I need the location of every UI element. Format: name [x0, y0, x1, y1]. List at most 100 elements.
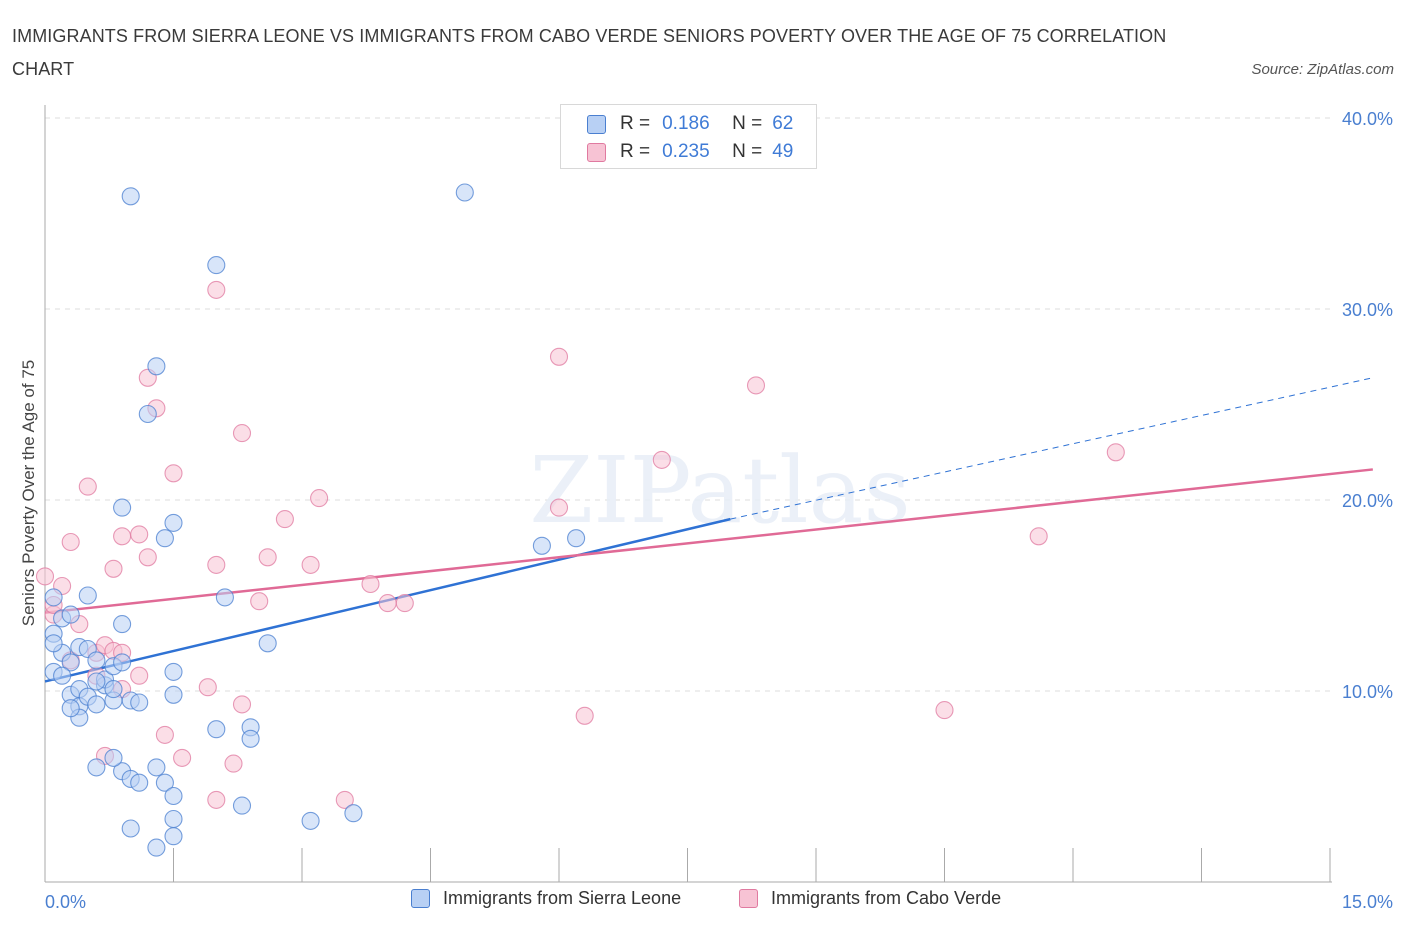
point-sierra-leone	[121, 819, 140, 838]
n-label: N =	[732, 141, 763, 162]
y-axis-label: Seniors Poverty Over the Age of 75	[19, 360, 38, 626]
tick-labels: 10.0% 20.0% 30.0% 40.0% 0.0% 15.0%	[45, 109, 1393, 912]
point-cabo-verde	[310, 489, 329, 508]
point-cabo-verde	[61, 532, 80, 552]
point-cabo-verde	[258, 548, 277, 567]
swatch-blue	[411, 889, 430, 908]
legend-label: Immigrants from Sierra Leone	[443, 888, 682, 908]
point-cabo-verde	[549, 347, 569, 366]
point-cabo-verde	[224, 754, 243, 773]
data-points	[35, 183, 1125, 857]
point-cabo-verde	[935, 701, 954, 720]
point-sierra-leone	[61, 699, 80, 718]
watermark: ZIPatlas	[529, 437, 910, 544]
point-sierra-leone	[147, 838, 166, 857]
point-sierra-leone	[344, 804, 363, 823]
point-sierra-leone	[155, 773, 174, 792]
point-sierra-leone	[301, 811, 320, 830]
point-sierra-leone	[164, 809, 183, 829]
point-sierra-leone	[215, 588, 234, 607]
legend-row-cabo-verde: R = 0.235 N = 49	[587, 139, 793, 165]
y-tick-label: 30.0%	[1342, 300, 1393, 320]
trendline-cabo-verde	[44, 468, 1373, 614]
point-sierra-leone	[78, 586, 97, 605]
point-sierra-leone	[455, 183, 474, 202]
swatch-blue	[587, 114, 606, 134]
point-sierra-leone	[241, 729, 260, 748]
point-sierra-leone	[130, 773, 149, 792]
point-sierra-leone	[113, 653, 132, 672]
point-cabo-verde	[746, 376, 766, 395]
point-cabo-verde	[361, 574, 380, 594]
n-value: 49	[772, 141, 794, 162]
point-sierra-leone	[44, 634, 63, 653]
point-sierra-leone	[138, 404, 157, 424]
legend-item-cabo-verde: Immigrants from Cabo Verde	[739, 888, 1001, 909]
point-sierra-leone	[104, 748, 123, 767]
point-sierra-leone	[87, 672, 106, 691]
point-cabo-verde	[138, 548, 157, 567]
legend-series: Immigrants from Sierra Leone Immigrants …	[0, 888, 1406, 916]
point-cabo-verde	[549, 498, 569, 517]
point-sierra-leone	[130, 693, 149, 712]
point-cabo-verde	[232, 695, 252, 714]
point-sierra-leone	[53, 666, 72, 685]
point-cabo-verde	[173, 748, 192, 767]
n-label: N =	[732, 113, 763, 134]
point-cabo-verde	[130, 666, 149, 685]
point-sierra-leone	[164, 513, 183, 532]
point-cabo-verde	[198, 678, 217, 697]
point-cabo-verde	[275, 510, 294, 529]
point-sierra-leone	[147, 357, 166, 376]
point-cabo-verde	[78, 477, 97, 496]
legend-row-sierra-leone: R = 0.186 N = 62	[587, 111, 793, 137]
point-cabo-verde	[130, 525, 149, 544]
point-sierra-leone	[87, 651, 106, 670]
y-tick-label: 20.0%	[1342, 491, 1393, 511]
y-tick-label: 10.0%	[1342, 682, 1393, 702]
point-sierra-leone	[61, 653, 80, 672]
point-cabo-verde	[232, 424, 252, 443]
r-label: R =	[620, 113, 651, 134]
point-cabo-verde	[104, 559, 123, 578]
point-cabo-verde	[1106, 443, 1125, 462]
point-sierra-leone	[232, 796, 252, 815]
point-sierra-leone	[113, 498, 132, 517]
r-value: 0.235	[662, 141, 710, 162]
point-cabo-verde	[335, 790, 354, 809]
point-sierra-leone	[532, 536, 551, 555]
point-cabo-verde	[1029, 527, 1048, 546]
point-sierra-leone	[164, 786, 183, 806]
source-label: Source: ZipAtlas.com	[1251, 61, 1394, 78]
chart-title: IMMIGRANTS FROM SIERRA LEONE VS IMMIGRAN…	[12, 26, 1167, 79]
legend-stats: R = 0.186 N = 62 R = 0.235 N = 49	[560, 104, 817, 169]
point-cabo-verde	[164, 464, 183, 483]
gridlines	[45, 117, 1330, 692]
point-sierra-leone	[207, 720, 226, 739]
point-sierra-leone	[104, 680, 123, 699]
point-sierra-leone	[87, 695, 106, 714]
point-cabo-verde	[301, 555, 320, 574]
point-sierra-leone	[164, 827, 183, 846]
point-cabo-verde	[250, 592, 269, 611]
point-cabo-verde	[35, 567, 55, 586]
x-tick-label: 0.0%	[45, 892, 86, 912]
n-value: 62	[772, 113, 794, 134]
point-cabo-verde	[207, 790, 226, 809]
r-label: R =	[620, 141, 651, 162]
r-value: 0.186	[662, 113, 710, 134]
point-cabo-verde	[207, 280, 226, 299]
point-cabo-verde	[575, 706, 594, 725]
legend-label: Immigrants from Cabo Verde	[771, 888, 1002, 908]
legend-item-sierra-leone: Immigrants from Sierra Leone	[411, 888, 681, 909]
point-sierra-leone	[147, 758, 166, 777]
point-cabo-verde	[113, 527, 132, 546]
axes	[44, 105, 1332, 883]
point-sierra-leone	[44, 588, 63, 607]
point-sierra-leone	[164, 685, 183, 704]
point-sierra-leone	[207, 256, 226, 275]
point-sierra-leone	[61, 605, 80, 624]
point-cabo-verde	[207, 555, 226, 574]
point-sierra-leone	[567, 529, 586, 548]
